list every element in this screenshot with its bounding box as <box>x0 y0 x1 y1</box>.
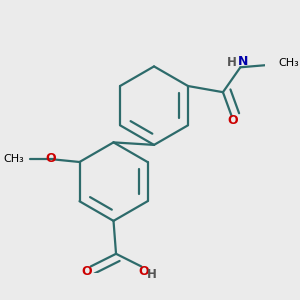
Text: H: H <box>226 56 236 69</box>
Text: H: H <box>147 268 156 281</box>
Text: CH₃: CH₃ <box>278 58 299 68</box>
Text: N: N <box>238 55 249 68</box>
Text: O: O <box>228 114 238 127</box>
Text: O: O <box>139 265 149 278</box>
Text: O: O <box>45 152 56 165</box>
Text: O: O <box>82 265 92 278</box>
Text: CH₃: CH₃ <box>3 154 24 164</box>
